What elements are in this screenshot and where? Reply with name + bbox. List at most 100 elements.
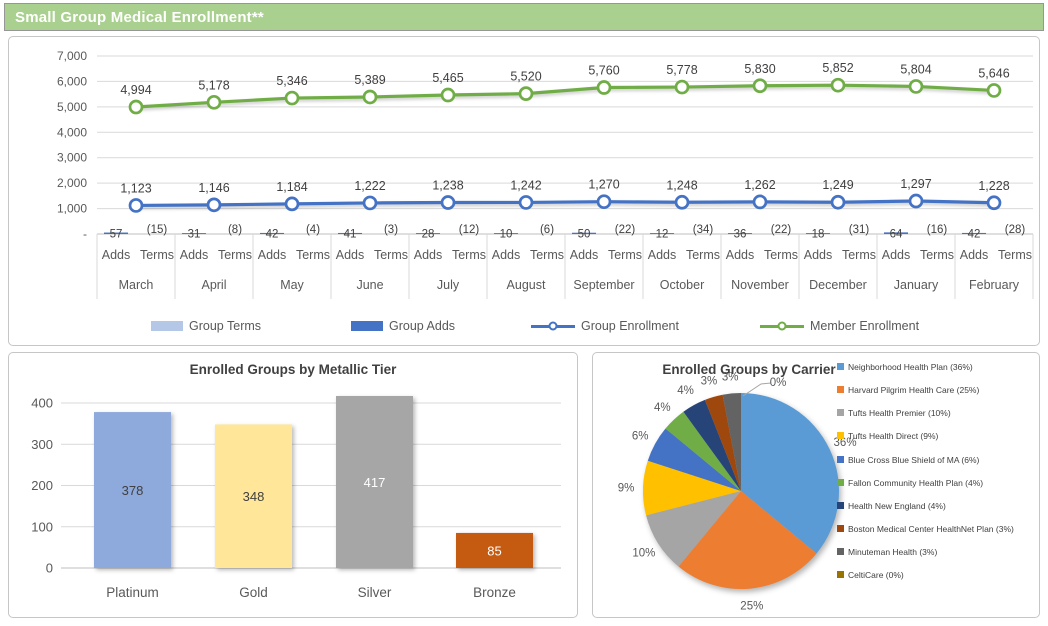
svg-text:Terms: Terms <box>296 248 330 262</box>
svg-text:85: 85 <box>487 543 501 558</box>
svg-text:7,000: 7,000 <box>57 49 87 63</box>
svg-text:42: 42 <box>266 229 279 241</box>
svg-text:Terms: Terms <box>530 248 564 262</box>
metallic-tier-panel: Enrolled Groups by Metallic Tier 0 100 200… <box>8 352 578 618</box>
svg-text:5,178: 5,178 <box>198 78 229 92</box>
svg-text:1,262: 1,262 <box>744 178 775 192</box>
svg-text:42: 42 <box>968 229 981 241</box>
page-title: Small Group Medical Enrollment** <box>15 8 264 26</box>
pie-legend-label: Neighborhood Health Plan (36%) <box>848 362 973 372</box>
svg-text:July: July <box>437 278 460 292</box>
svg-text:36%: 36% <box>834 437 857 449</box>
trend-chart-legend: Group Terms Group Adds Group Enrollment Mem… <box>9 315 1041 343</box>
svg-text:Platinum: Platinum <box>106 585 159 600</box>
svg-text:1,146: 1,146 <box>198 181 229 195</box>
svg-text:0: 0 <box>46 561 53 576</box>
legend-group-enrollment-swatch <box>531 321 575 331</box>
legend-member-enrollment-swatch <box>760 321 804 331</box>
legend-member-enrollment-label: Member Enrollment <box>810 319 920 333</box>
svg-text:Adds: Adds <box>804 248 833 262</box>
svg-text:November: November <box>731 278 789 292</box>
svg-text:57: 57 <box>110 229 123 241</box>
svg-text:41: 41 <box>344 229 357 241</box>
svg-text:(16): (16) <box>927 224 948 236</box>
svg-text:(15): (15) <box>147 224 168 236</box>
svg-text:417: 417 <box>364 475 386 490</box>
svg-text:Adds: Adds <box>492 248 521 262</box>
svg-text:December: December <box>809 278 867 292</box>
svg-text:May: May <box>280 278 304 292</box>
svg-text:(6): (6) <box>540 224 554 236</box>
pie-legend-item: Blue Cross Blue Shield of MA (6%) <box>837 455 1037 466</box>
svg-text:4,000: 4,000 <box>57 125 87 139</box>
svg-text:400: 400 <box>31 396 53 411</box>
svg-text:June: June <box>356 278 383 292</box>
svg-text:1,238: 1,238 <box>432 179 463 193</box>
svg-text:378: 378 <box>122 483 144 498</box>
svg-text:(28): (28) <box>1005 224 1026 236</box>
svg-text:5,389: 5,389 <box>354 73 385 87</box>
bar-chart-title: Enrolled Groups by Metallic Tier <box>189 362 397 377</box>
svg-text:4%: 4% <box>677 385 694 397</box>
pie-legend-swatch <box>837 455 844 463</box>
svg-text:6%: 6% <box>632 431 649 443</box>
svg-text:(22): (22) <box>615 224 636 236</box>
svg-text:100: 100 <box>31 519 53 534</box>
svg-text:Terms: Terms <box>140 248 174 262</box>
legend-group-terms-swatch <box>151 321 183 331</box>
legend-group-enrollment-label: Group Enrollment <box>581 319 679 333</box>
svg-text:-: - <box>83 227 87 241</box>
legend-group-adds-label: Group Adds <box>389 319 456 333</box>
svg-text:Adds: Adds <box>336 248 365 262</box>
svg-text:1,123: 1,123 <box>120 181 151 195</box>
svg-text:28: 28 <box>422 229 435 241</box>
pie-legend-swatch <box>837 409 844 417</box>
pie-legend-item: Neighborhood Health Plan (36%) <box>837 362 1037 373</box>
pie-legend-label: Tufts Health Direct (9%) <box>848 431 939 442</box>
pie-legend-item: Boston Medical Center HealthNet Plan (3%… <box>837 524 1037 535</box>
svg-text:April: April <box>201 278 226 292</box>
svg-text:Bronze: Bronze <box>473 585 516 600</box>
svg-text:Adds: Adds <box>102 248 131 262</box>
svg-text:(12): (12) <box>459 224 480 236</box>
svg-text:31: 31 <box>188 229 201 241</box>
svg-text:Adds: Adds <box>960 248 989 262</box>
svg-text:10: 10 <box>500 229 513 241</box>
pie-legend-swatch <box>837 478 844 486</box>
carrier-panel: Enrolled Groups by Carrier 36% 25% 10% 9% 6%… <box>592 352 1040 618</box>
svg-text:64: 64 <box>890 229 903 241</box>
svg-text:9%: 9% <box>618 482 635 494</box>
pie-chart-title: Enrolled Groups by Carrier <box>662 362 836 377</box>
pie-legend-swatch <box>837 571 844 579</box>
pie-legend: Neighborhood Health Plan (36%) Harvard Pi… <box>837 362 1037 593</box>
svg-text:5,760: 5,760 <box>588 64 619 78</box>
svg-text:1,000: 1,000 <box>57 202 87 216</box>
svg-text:5,852: 5,852 <box>822 61 853 75</box>
svg-text:Gold: Gold <box>239 585 268 600</box>
svg-text:Terms: Terms <box>452 248 486 262</box>
svg-text:Terms: Terms <box>998 248 1032 262</box>
svg-text:(4): (4) <box>306 224 320 236</box>
pie-legend-label: CeltiCare (0%) <box>848 570 904 581</box>
svg-text:(8): (8) <box>228 224 242 236</box>
svg-text:January: January <box>894 278 939 292</box>
svg-text:1,184: 1,184 <box>276 180 307 194</box>
svg-text:Adds: Adds <box>648 248 677 262</box>
svg-text:(3): (3) <box>384 224 398 236</box>
svg-text:1,228: 1,228 <box>978 179 1009 193</box>
pie-legend-item: CeltiCare (0%) <box>837 570 1037 581</box>
svg-text:348: 348 <box>243 489 265 504</box>
svg-text:3%: 3% <box>722 372 739 384</box>
svg-text:1,270: 1,270 <box>588 178 619 192</box>
svg-text:Terms: Terms <box>218 248 252 262</box>
pie-legend-swatch <box>837 432 844 440</box>
svg-text:5,830: 5,830 <box>744 62 775 76</box>
pie-legend-swatch <box>837 501 844 509</box>
pie-legend-label: Minuteman Health (3%) <box>848 547 938 557</box>
pie-legend-item: Harvard Pilgrim Health Care (25%) <box>837 385 1037 396</box>
pie-legend-item: Fallon Community Health Plan (4%) <box>837 478 1037 489</box>
legend-group-adds-swatch <box>351 321 383 331</box>
metallic-tier-bar-chart: 0 100 200 300 400 378 Platinum 348 Gold 417 Silver… <box>31 396 561 600</box>
enrollment-trend-panel: 7,000 6,000 5,000 4,000 3,000 2,000 1,000 - 57 (1… <box>8 36 1040 346</box>
